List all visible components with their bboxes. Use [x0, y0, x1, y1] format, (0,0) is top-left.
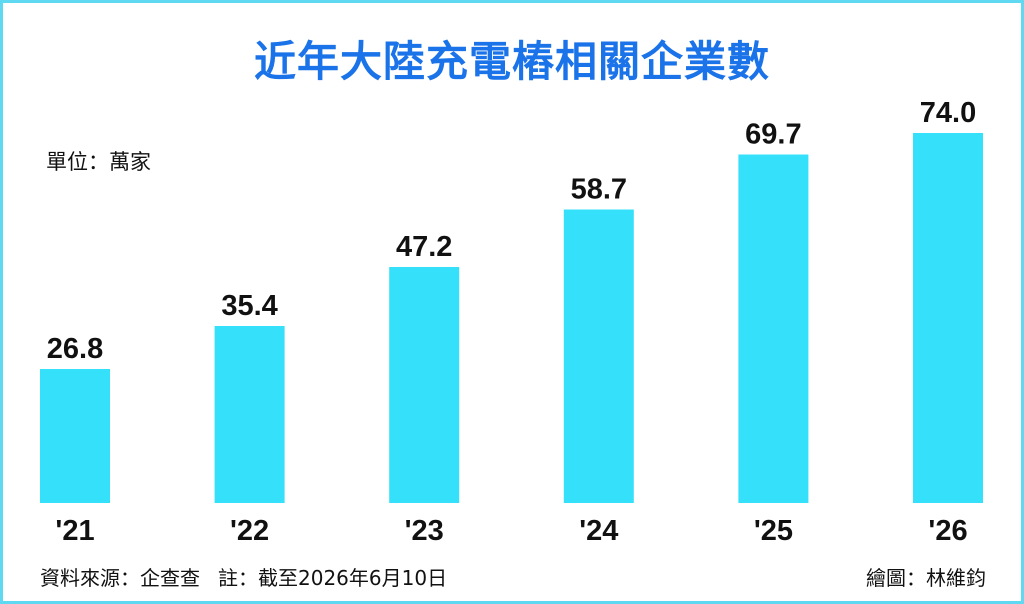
- chart-title: 近年大陸充電樁相關企業數: [253, 37, 770, 86]
- value-label-0: 26.8: [47, 333, 103, 365]
- source-label: 資料來源：企查查: [40, 566, 200, 590]
- bar-4: [738, 154, 809, 503]
- x-tick-label-5: '26: [928, 515, 967, 547]
- value-label-2: 47.2: [396, 231, 452, 263]
- credit-label: 繪圖：林維鈞: [866, 566, 986, 590]
- value-label-4: 69.7: [745, 119, 801, 151]
- x-tick-label-3: '24: [579, 515, 618, 547]
- bar-5: [913, 133, 983, 503]
- unit-label: 單位：萬家: [46, 150, 151, 174]
- bar-3: [563, 209, 634, 503]
- bar-0: [40, 369, 110, 503]
- x-tick-label-1: '22: [230, 515, 269, 547]
- x-tick-label-0: '21: [55, 515, 94, 547]
- value-label-5: 74.0: [920, 97, 976, 129]
- value-label-1: 35.4: [221, 290, 277, 322]
- value-label-3: 58.7: [571, 174, 627, 206]
- x-tick-label-2: '23: [405, 515, 444, 547]
- bar-2: [389, 267, 460, 503]
- bar-1: [214, 326, 285, 503]
- date-note: 註：截至2026年6月10日: [218, 566, 448, 590]
- x-tick-label-4: '25: [754, 515, 793, 547]
- source-note: 資料來源：企查查 註：截至2026年6月10日: [40, 562, 447, 591]
